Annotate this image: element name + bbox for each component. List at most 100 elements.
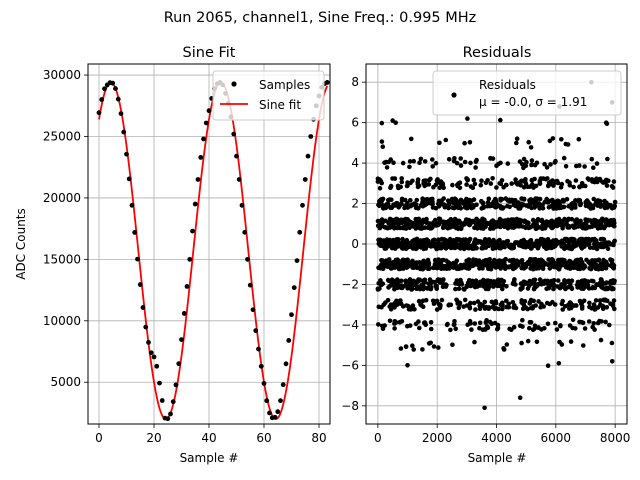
- sample-point: [110, 80, 116, 86]
- residual-point: [582, 243, 587, 249]
- residual-point: [428, 225, 434, 230]
- residual-point: [389, 302, 395, 308]
- sample-point: [187, 256, 193, 262]
- residual-point: [458, 277, 463, 283]
- residual-point: [400, 246, 405, 251]
- residual-point: [534, 238, 540, 244]
- sample-point: [272, 414, 278, 420]
- resid-ytick-label-5: 2: [351, 197, 359, 211]
- residual-point: [466, 257, 472, 262]
- residual-point: [579, 319, 584, 325]
- sample-point: [258, 363, 264, 369]
- sample-point: [300, 202, 305, 208]
- residual-point: [601, 265, 606, 271]
- residual-point: [502, 260, 507, 265]
- residual-point: [441, 265, 446, 271]
- residual-point: [482, 299, 488, 305]
- residual-point: [489, 279, 495, 285]
- residual-point: [379, 304, 384, 310]
- residual-point: [388, 224, 394, 230]
- residual-point: [607, 322, 612, 328]
- residual-point: [563, 244, 568, 249]
- residual-point: [589, 156, 595, 162]
- residual-point: [572, 265, 578, 270]
- residual-point: [464, 284, 470, 290]
- residual-point: [494, 241, 499, 247]
- residual-point: [388, 185, 393, 191]
- residual-point: [386, 261, 392, 267]
- residual-point: [467, 203, 472, 208]
- residual-point: [509, 181, 514, 186]
- residual-point: [583, 222, 589, 228]
- residual-point: [517, 206, 523, 211]
- residual-point: [548, 198, 553, 204]
- residual-point: [487, 257, 493, 262]
- residual-point: [465, 238, 470, 243]
- resid-ytick-label-6: 4: [351, 156, 359, 170]
- residual-point: [539, 327, 544, 332]
- residual-point: [550, 203, 555, 208]
- residual-point: [558, 323, 563, 329]
- residual-point: [580, 285, 585, 291]
- residual-point: [437, 185, 443, 191]
- residual-point: [457, 185, 463, 191]
- residual-point: [521, 237, 526, 243]
- residual-point: [533, 203, 539, 209]
- residual-point: [591, 245, 597, 250]
- residual-point: [489, 225, 495, 231]
- residual-point: [542, 161, 547, 167]
- residual-point: [605, 156, 610, 162]
- residual-point: [600, 306, 606, 312]
- residual-point: [470, 185, 476, 191]
- residual-point: [384, 202, 390, 207]
- residual-point: [506, 264, 512, 270]
- residual-point: [527, 325, 532, 331]
- residual-point: [566, 264, 572, 270]
- residual-point: [595, 221, 600, 226]
- residual-point: [421, 320, 427, 326]
- residual-point: [587, 300, 592, 306]
- residual-point: [587, 238, 593, 244]
- sample-point: [113, 86, 118, 91]
- residual-point: [407, 159, 413, 164]
- residual-point: [583, 203, 589, 208]
- residual-point: [590, 285, 596, 290]
- residual-point: [386, 220, 391, 226]
- residual-point: [403, 278, 409, 284]
- residual-point: [557, 262, 562, 268]
- residual-point: [454, 160, 460, 166]
- sample-point: [102, 86, 107, 92]
- sample-point: [115, 96, 121, 102]
- residual-point: [523, 177, 528, 182]
- residual-point: [578, 201, 584, 207]
- residual-point: [611, 298, 617, 303]
- residual-point: [514, 136, 520, 141]
- residual-point: [486, 196, 492, 202]
- residual-outlier-point: [517, 395, 523, 401]
- residual-point: [485, 178, 490, 183]
- residual-point: [377, 286, 382, 291]
- residual-point: [462, 199, 467, 204]
- residual-point: [420, 196, 425, 201]
- residual-point: [458, 206, 464, 211]
- residual-point: [551, 286, 556, 292]
- residual-outlier-point: [482, 405, 487, 411]
- resid-xtick-label-0: 0: [374, 431, 382, 445]
- residual-point: [523, 163, 529, 168]
- sample-point: [261, 381, 267, 386]
- sample-point: [184, 283, 190, 289]
- residual-point: [530, 217, 536, 223]
- residual-point: [457, 264, 462, 269]
- residual-point: [587, 266, 592, 271]
- residual-point: [417, 260, 422, 265]
- residual-point: [438, 202, 443, 207]
- residual-point: [548, 224, 554, 229]
- residual-point: [605, 220, 611, 225]
- residual-point: [435, 237, 441, 243]
- residual-point: [523, 245, 529, 250]
- residual-point: [598, 302, 603, 307]
- resid-xtick-label-3: 6000: [541, 431, 572, 445]
- residual-point: [554, 178, 560, 184]
- residual-point: [535, 217, 541, 222]
- residual-point: [418, 219, 424, 225]
